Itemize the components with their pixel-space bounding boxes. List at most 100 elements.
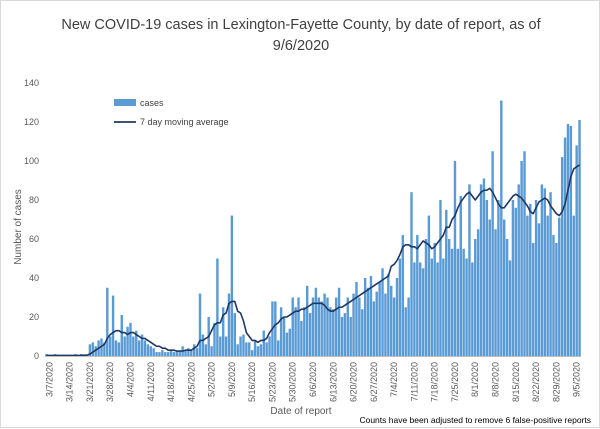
bar bbox=[192, 344, 196, 356]
bar bbox=[166, 352, 170, 356]
bar bbox=[323, 293, 326, 356]
x-tick-label: 5/16/2020 bbox=[247, 362, 257, 402]
x-tick-label: 7/18/2020 bbox=[430, 362, 440, 402]
bar bbox=[161, 350, 164, 356]
bar bbox=[436, 262, 439, 356]
bar bbox=[132, 336, 135, 356]
bar bbox=[540, 184, 544, 356]
bar bbox=[221, 307, 225, 356]
bar bbox=[305, 285, 309, 356]
bar bbox=[337, 287, 341, 356]
bar bbox=[531, 242, 535, 356]
x-tick-label: 5/9/2020 bbox=[227, 362, 237, 397]
bar bbox=[282, 317, 286, 356]
bar bbox=[45, 354, 48, 356]
bar bbox=[543, 188, 546, 356]
bar bbox=[114, 340, 118, 356]
bar bbox=[572, 215, 575, 356]
bar bbox=[575, 145, 578, 356]
y-tick-label: 20 bbox=[29, 312, 39, 322]
bar bbox=[303, 307, 306, 356]
bar bbox=[233, 313, 236, 356]
bar bbox=[320, 301, 323, 356]
bar bbox=[395, 278, 399, 356]
bar bbox=[242, 334, 245, 356]
bar bbox=[488, 219, 491, 356]
line-series-moving-average bbox=[46, 164, 580, 357]
bar bbox=[216, 258, 219, 356]
bar bbox=[465, 258, 468, 356]
bar bbox=[117, 342, 121, 356]
bar bbox=[184, 350, 187, 356]
bar bbox=[253, 340, 257, 356]
bar bbox=[155, 352, 158, 356]
bar bbox=[126, 326, 129, 356]
y-tick-label: 100 bbox=[24, 156, 39, 166]
legend-swatch-cases bbox=[114, 99, 136, 106]
x-tick-label: 4/11/2020 bbox=[146, 362, 156, 401]
bar bbox=[390, 285, 393, 356]
bar bbox=[219, 336, 222, 356]
bar bbox=[491, 151, 494, 356]
bar bbox=[187, 348, 190, 356]
bar bbox=[375, 291, 378, 356]
bar bbox=[288, 328, 292, 356]
bar bbox=[433, 242, 436, 356]
bar bbox=[149, 346, 152, 356]
y-tick-label: 0 bbox=[34, 351, 39, 361]
bar bbox=[158, 352, 161, 356]
bar bbox=[511, 200, 515, 356]
bar bbox=[201, 334, 205, 356]
bar bbox=[358, 297, 361, 356]
x-tick-label: 6/13/2020 bbox=[328, 362, 338, 402]
bar bbox=[140, 334, 144, 356]
bar bbox=[578, 120, 581, 356]
bar bbox=[421, 268, 425, 356]
bar bbox=[476, 229, 480, 356]
bar bbox=[291, 297, 294, 356]
bar bbox=[143, 340, 147, 356]
x-tick-label: 5/30/2020 bbox=[288, 362, 298, 402]
bar bbox=[175, 350, 179, 356]
bar bbox=[416, 235, 419, 356]
bar bbox=[563, 137, 567, 356]
bar bbox=[479, 184, 483, 356]
x-tick-label: 6/27/2020 bbox=[369, 362, 379, 402]
bar bbox=[213, 322, 216, 356]
bar bbox=[558, 217, 561, 356]
bar bbox=[410, 192, 413, 356]
bar bbox=[560, 157, 564, 356]
x-tick-label: 9/5/2020 bbox=[572, 362, 582, 397]
bar bbox=[505, 239, 509, 356]
bar bbox=[94, 346, 97, 356]
bar bbox=[88, 344, 92, 356]
bar bbox=[314, 287, 318, 356]
bar bbox=[297, 297, 300, 356]
bar bbox=[418, 262, 422, 356]
bar bbox=[178, 350, 181, 356]
bar bbox=[334, 297, 338, 356]
bar bbox=[245, 342, 248, 356]
bar bbox=[129, 322, 132, 356]
x-tick-label: 8/22/2020 bbox=[531, 362, 541, 402]
bar bbox=[100, 338, 103, 356]
bar bbox=[123, 336, 126, 356]
bar bbox=[404, 307, 407, 356]
bar bbox=[268, 336, 271, 356]
bar bbox=[407, 297, 410, 356]
bar bbox=[520, 161, 523, 356]
bar bbox=[352, 293, 355, 356]
bar bbox=[329, 307, 332, 356]
bar bbox=[169, 350, 173, 356]
bar bbox=[204, 344, 208, 356]
bar bbox=[523, 151, 526, 356]
bar bbox=[398, 258, 402, 356]
bar bbox=[526, 215, 529, 356]
bar bbox=[546, 215, 549, 356]
bar bbox=[381, 268, 384, 356]
bar bbox=[224, 336, 228, 356]
x-tick-label: 4/18/2020 bbox=[166, 362, 176, 402]
bar bbox=[106, 287, 109, 356]
x-tick-label: 8/8/2020 bbox=[491, 362, 501, 397]
